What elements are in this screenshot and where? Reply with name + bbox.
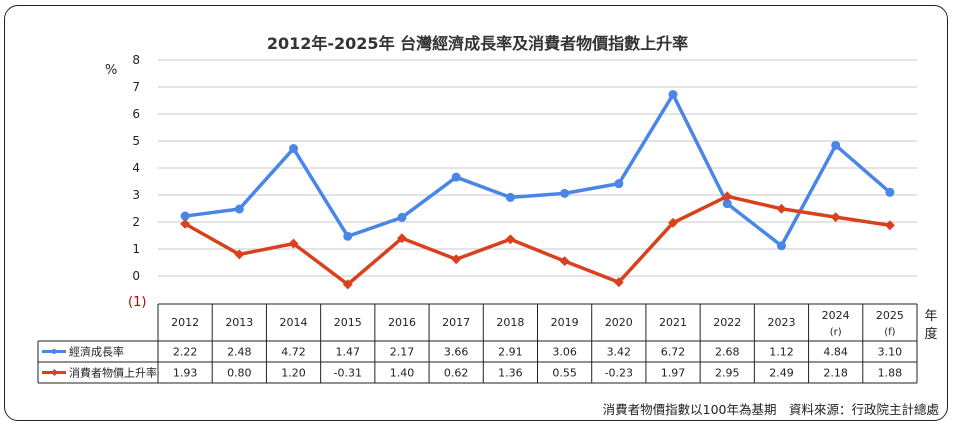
chart-footnote: 消費者物價指數以100年為基期 資料來源：行政院主計總處 — [602, 402, 939, 417]
data-point — [885, 187, 895, 197]
data-point — [831, 140, 841, 150]
legend-swatch-marker — [51, 349, 57, 354]
data-label: 1.36 — [498, 367, 523, 380]
x-tick-label: 2013 — [225, 316, 253, 329]
chart-frame — [4, 5, 948, 421]
x-tick-label: 2016 — [388, 316, 416, 329]
gridlines — [158, 59, 917, 277]
series-lines — [184, 92, 892, 287]
data-table: 2012 2013 2014 2015 2016 2017 2018 2019 2020 2021… — [37, 303, 918, 384]
data-label: 3.42 — [607, 346, 632, 359]
chart-title: 2012年-2025年 台灣經濟成長率及消費者物價指數上升率 — [266, 34, 689, 53]
data-point — [234, 249, 245, 260]
y-tick-label: 5 — [132, 134, 140, 148]
data-point — [668, 90, 678, 100]
data-point — [180, 218, 191, 229]
data-label: 2.68 — [715, 346, 740, 359]
x-tick-label: 2012 — [171, 316, 199, 329]
x-axis-label: 年度 — [924, 309, 938, 342]
data-label: 2.95 — [715, 367, 740, 380]
data-point — [289, 144, 299, 154]
data-point — [722, 191, 733, 202]
data-label: -0.31 — [334, 367, 362, 380]
x-tick-label: 2024 — [822, 309, 850, 322]
legend-swatch-marker — [50, 368, 59, 377]
data-label: 0.55 — [552, 367, 577, 380]
x-tick-label: 2014 — [280, 316, 308, 329]
x-tick-label: 2017 — [442, 316, 470, 329]
data-label: 3.66 — [444, 346, 469, 359]
data-point — [614, 179, 624, 189]
x-tick-label: 2021 — [659, 316, 687, 329]
data-label: 2.48 — [227, 346, 252, 359]
data-point — [451, 172, 461, 182]
data-point — [884, 220, 895, 231]
data-label: 1.40 — [390, 367, 415, 380]
data-point — [505, 234, 516, 245]
data-point — [505, 192, 515, 202]
data-point — [560, 188, 570, 198]
data-point — [830, 212, 841, 223]
legend-entry: 經濟成長率 — [69, 345, 124, 359]
data-point — [559, 256, 570, 267]
data-label: 1.20 — [281, 367, 306, 380]
x-tick-label: 2020 — [605, 316, 633, 329]
data-point — [342, 279, 353, 290]
series-line — [184, 92, 892, 248]
y-tick-label: 1 — [132, 242, 140, 256]
data-label: 3.10 — [878, 346, 903, 359]
x-tick-note: (f) — [884, 327, 895, 338]
data-point — [722, 199, 732, 209]
series-line — [184, 194, 891, 287]
y-tick-label: 0 — [132, 269, 140, 283]
data-label: 4.84 — [823, 346, 848, 359]
y-tick-labels: 0 1 2 3 4 5 6 7 8 — [132, 53, 140, 283]
data-point — [234, 204, 244, 214]
x-tick-label: 2025 — [876, 309, 904, 322]
y-axis-negative-label: (1) — [128, 295, 147, 310]
data-point — [180, 211, 190, 221]
data-label: 1.12 — [769, 346, 794, 359]
data-label: 2.17 — [390, 346, 415, 359]
x-tick-note: (r) — [830, 327, 842, 338]
data-label: 2.18 — [823, 367, 848, 380]
data-point — [397, 212, 407, 222]
data-point — [668, 217, 678, 228]
y-tick-label: 2 — [132, 215, 140, 229]
data-label: 2.91 — [498, 346, 523, 359]
data-point — [776, 241, 786, 251]
y-axis-unit-label: % — [105, 63, 118, 78]
data-point — [397, 233, 407, 244]
data-point — [451, 254, 462, 265]
y-tick-label: 3 — [132, 188, 140, 202]
data-label: 1.97 — [661, 367, 686, 380]
legend-entry: 消費者物價上升率 — [69, 366, 157, 380]
data-label: 2.49 — [769, 367, 794, 380]
data-point — [288, 238, 299, 249]
x-tick-label: 2019 — [551, 316, 579, 329]
y-tick-label: 4 — [132, 161, 140, 175]
data-label: 1.47 — [336, 346, 361, 359]
y-tick-label: 7 — [132, 80, 140, 94]
y-tick-label: 8 — [132, 53, 140, 67]
y-tick-label: 6 — [132, 107, 140, 121]
data-label: 0.80 — [227, 367, 252, 380]
data-point — [343, 231, 353, 241]
data-label: 6.72 — [661, 346, 686, 359]
x-tick-label: 2015 — [334, 316, 362, 329]
data-point — [776, 203, 787, 214]
data-label: 3.06 — [552, 346, 577, 359]
data-label: 2.22 — [173, 346, 198, 359]
x-tick-label: 2023 — [767, 316, 795, 329]
data-label: 0.62 — [444, 367, 469, 380]
x-tick-label: 2022 — [713, 316, 741, 329]
data-label: -0.23 — [605, 367, 633, 380]
x-tick-label: 2018 — [496, 316, 524, 329]
data-label: 1.93 — [173, 367, 198, 380]
data-label: 4.72 — [281, 346, 306, 359]
data-point — [613, 277, 624, 288]
series-markers — [180, 90, 895, 290]
data-label: 1.88 — [878, 367, 903, 380]
